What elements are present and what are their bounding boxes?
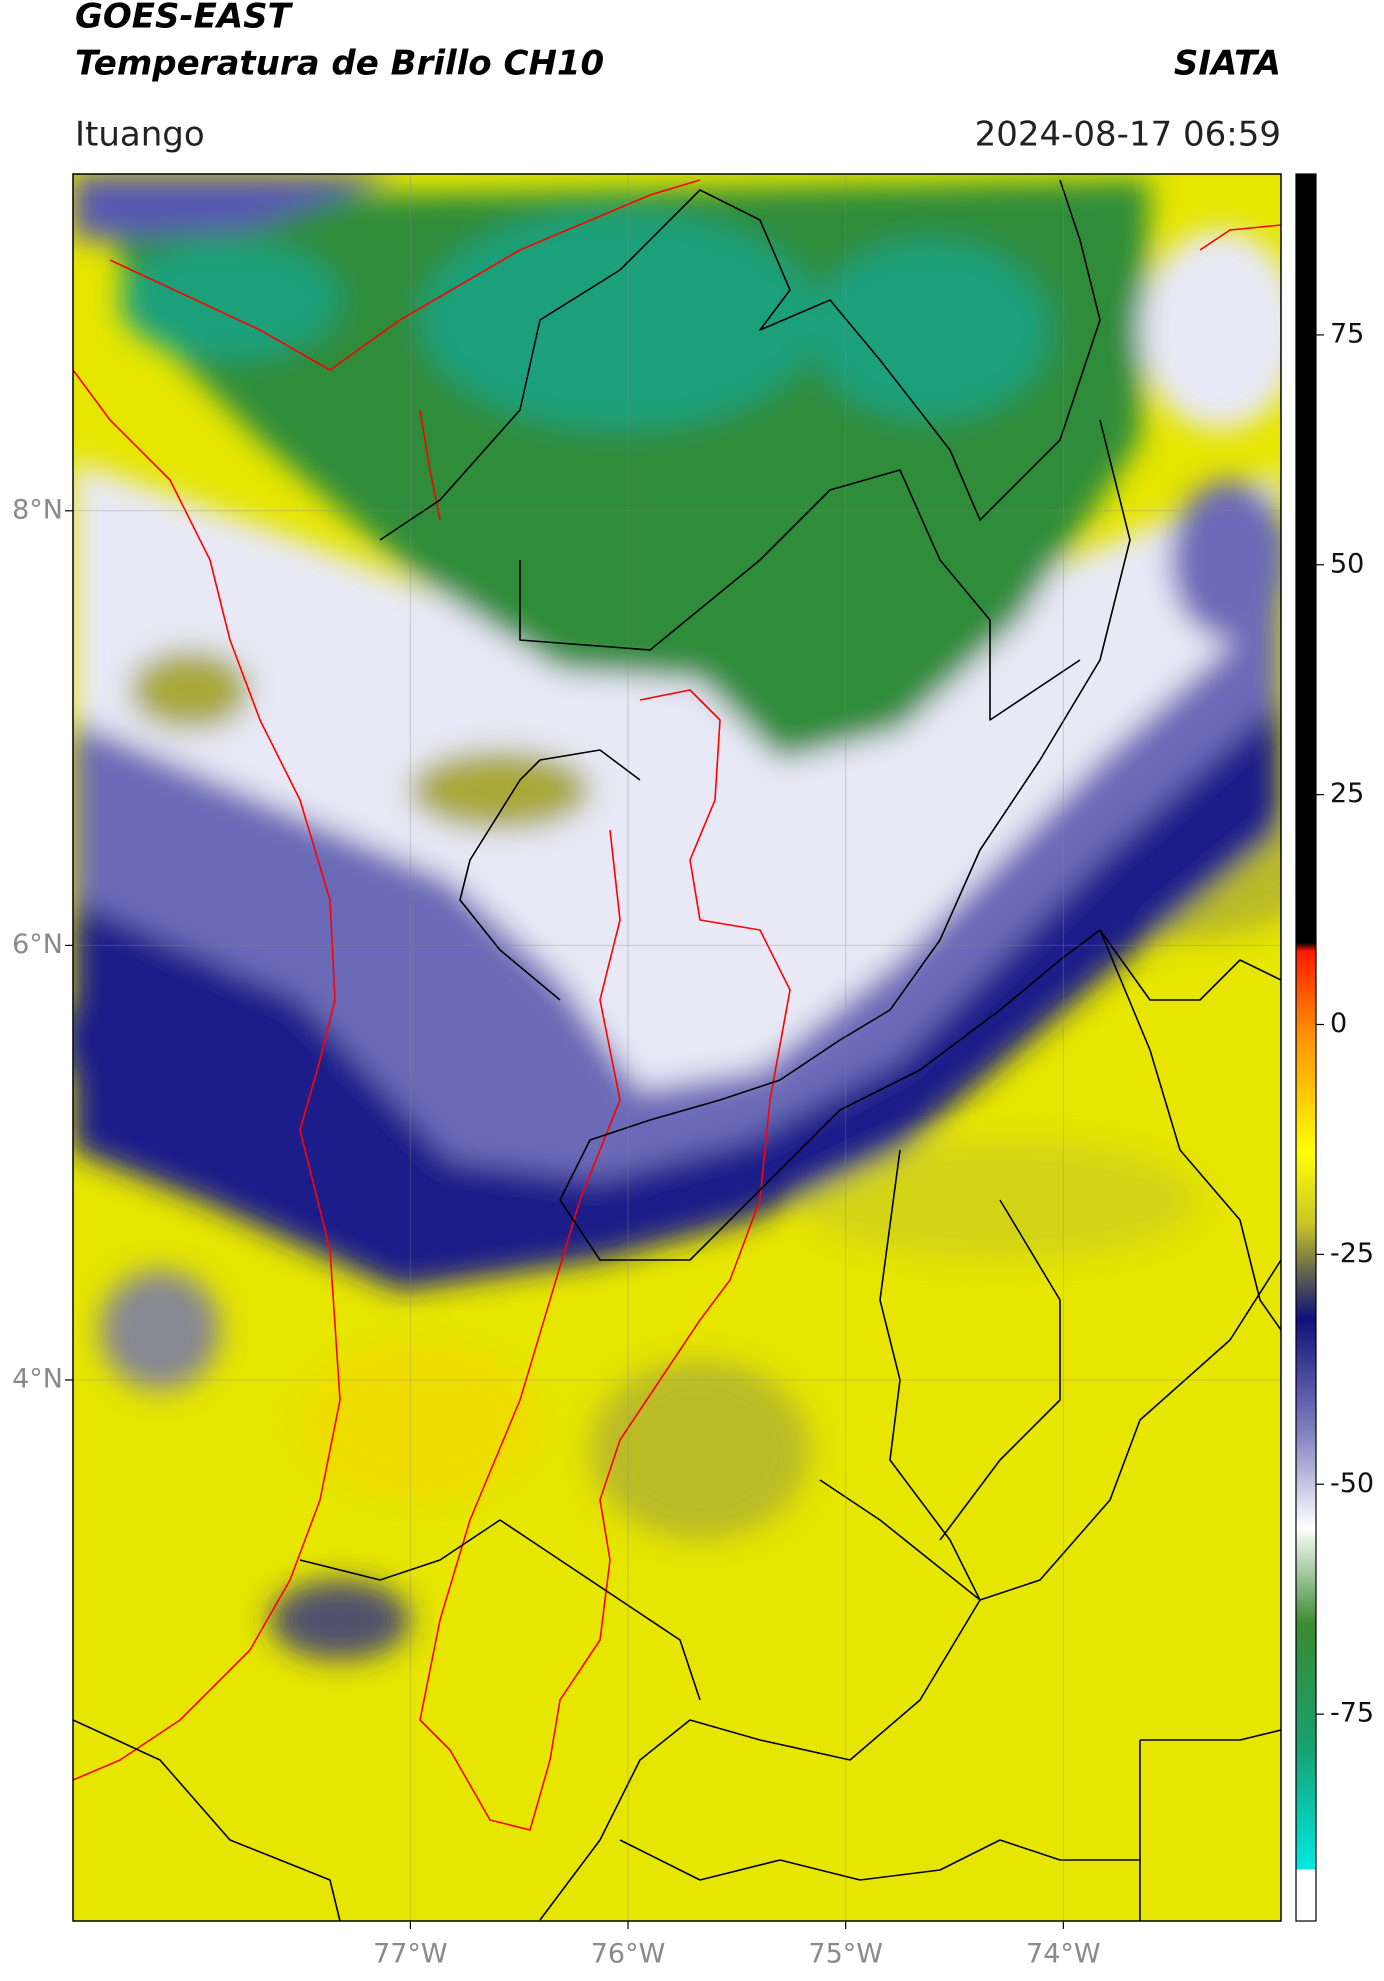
subtitle: Temperatura de Brillo CH10 [75, 44, 604, 84]
location: Ituango [75, 115, 205, 155]
title: GOES-EAST [75, 0, 294, 37]
colorbar [1295, 173, 1317, 1922]
grid [73, 174, 1281, 1921]
map-frame [72, 173, 1282, 1922]
satellite-image [73, 174, 1281, 1921]
colorbar-tick-label: 0 [1330, 1008, 1347, 1039]
colorbar-tick-label: -25 [1330, 1238, 1374, 1269]
x-tick-label: 75°W [808, 1939, 883, 1970]
datetime: 2024-08-17 06:59 [975, 115, 1281, 155]
y-tick-label: 6°N [12, 929, 63, 960]
x-tick-label: 76°W [591, 1939, 666, 1970]
colorbar-tick-label: -75 [1330, 1698, 1374, 1729]
source: SIATA [1174, 44, 1281, 84]
y-tick-label: 8°N [12, 494, 63, 525]
colorbar-tick-label: 25 [1330, 778, 1364, 809]
colorbar-tick-label: 75 [1330, 318, 1364, 349]
y-tick-label: 4°N [12, 1363, 63, 1394]
x-tick-label: 74°W [1026, 1939, 1101, 1970]
x-tick-label: 77°W [373, 1939, 448, 1970]
colorbar-tick-label: 50 [1330, 548, 1364, 579]
colorbar-tick-label: -50 [1330, 1468, 1374, 1499]
